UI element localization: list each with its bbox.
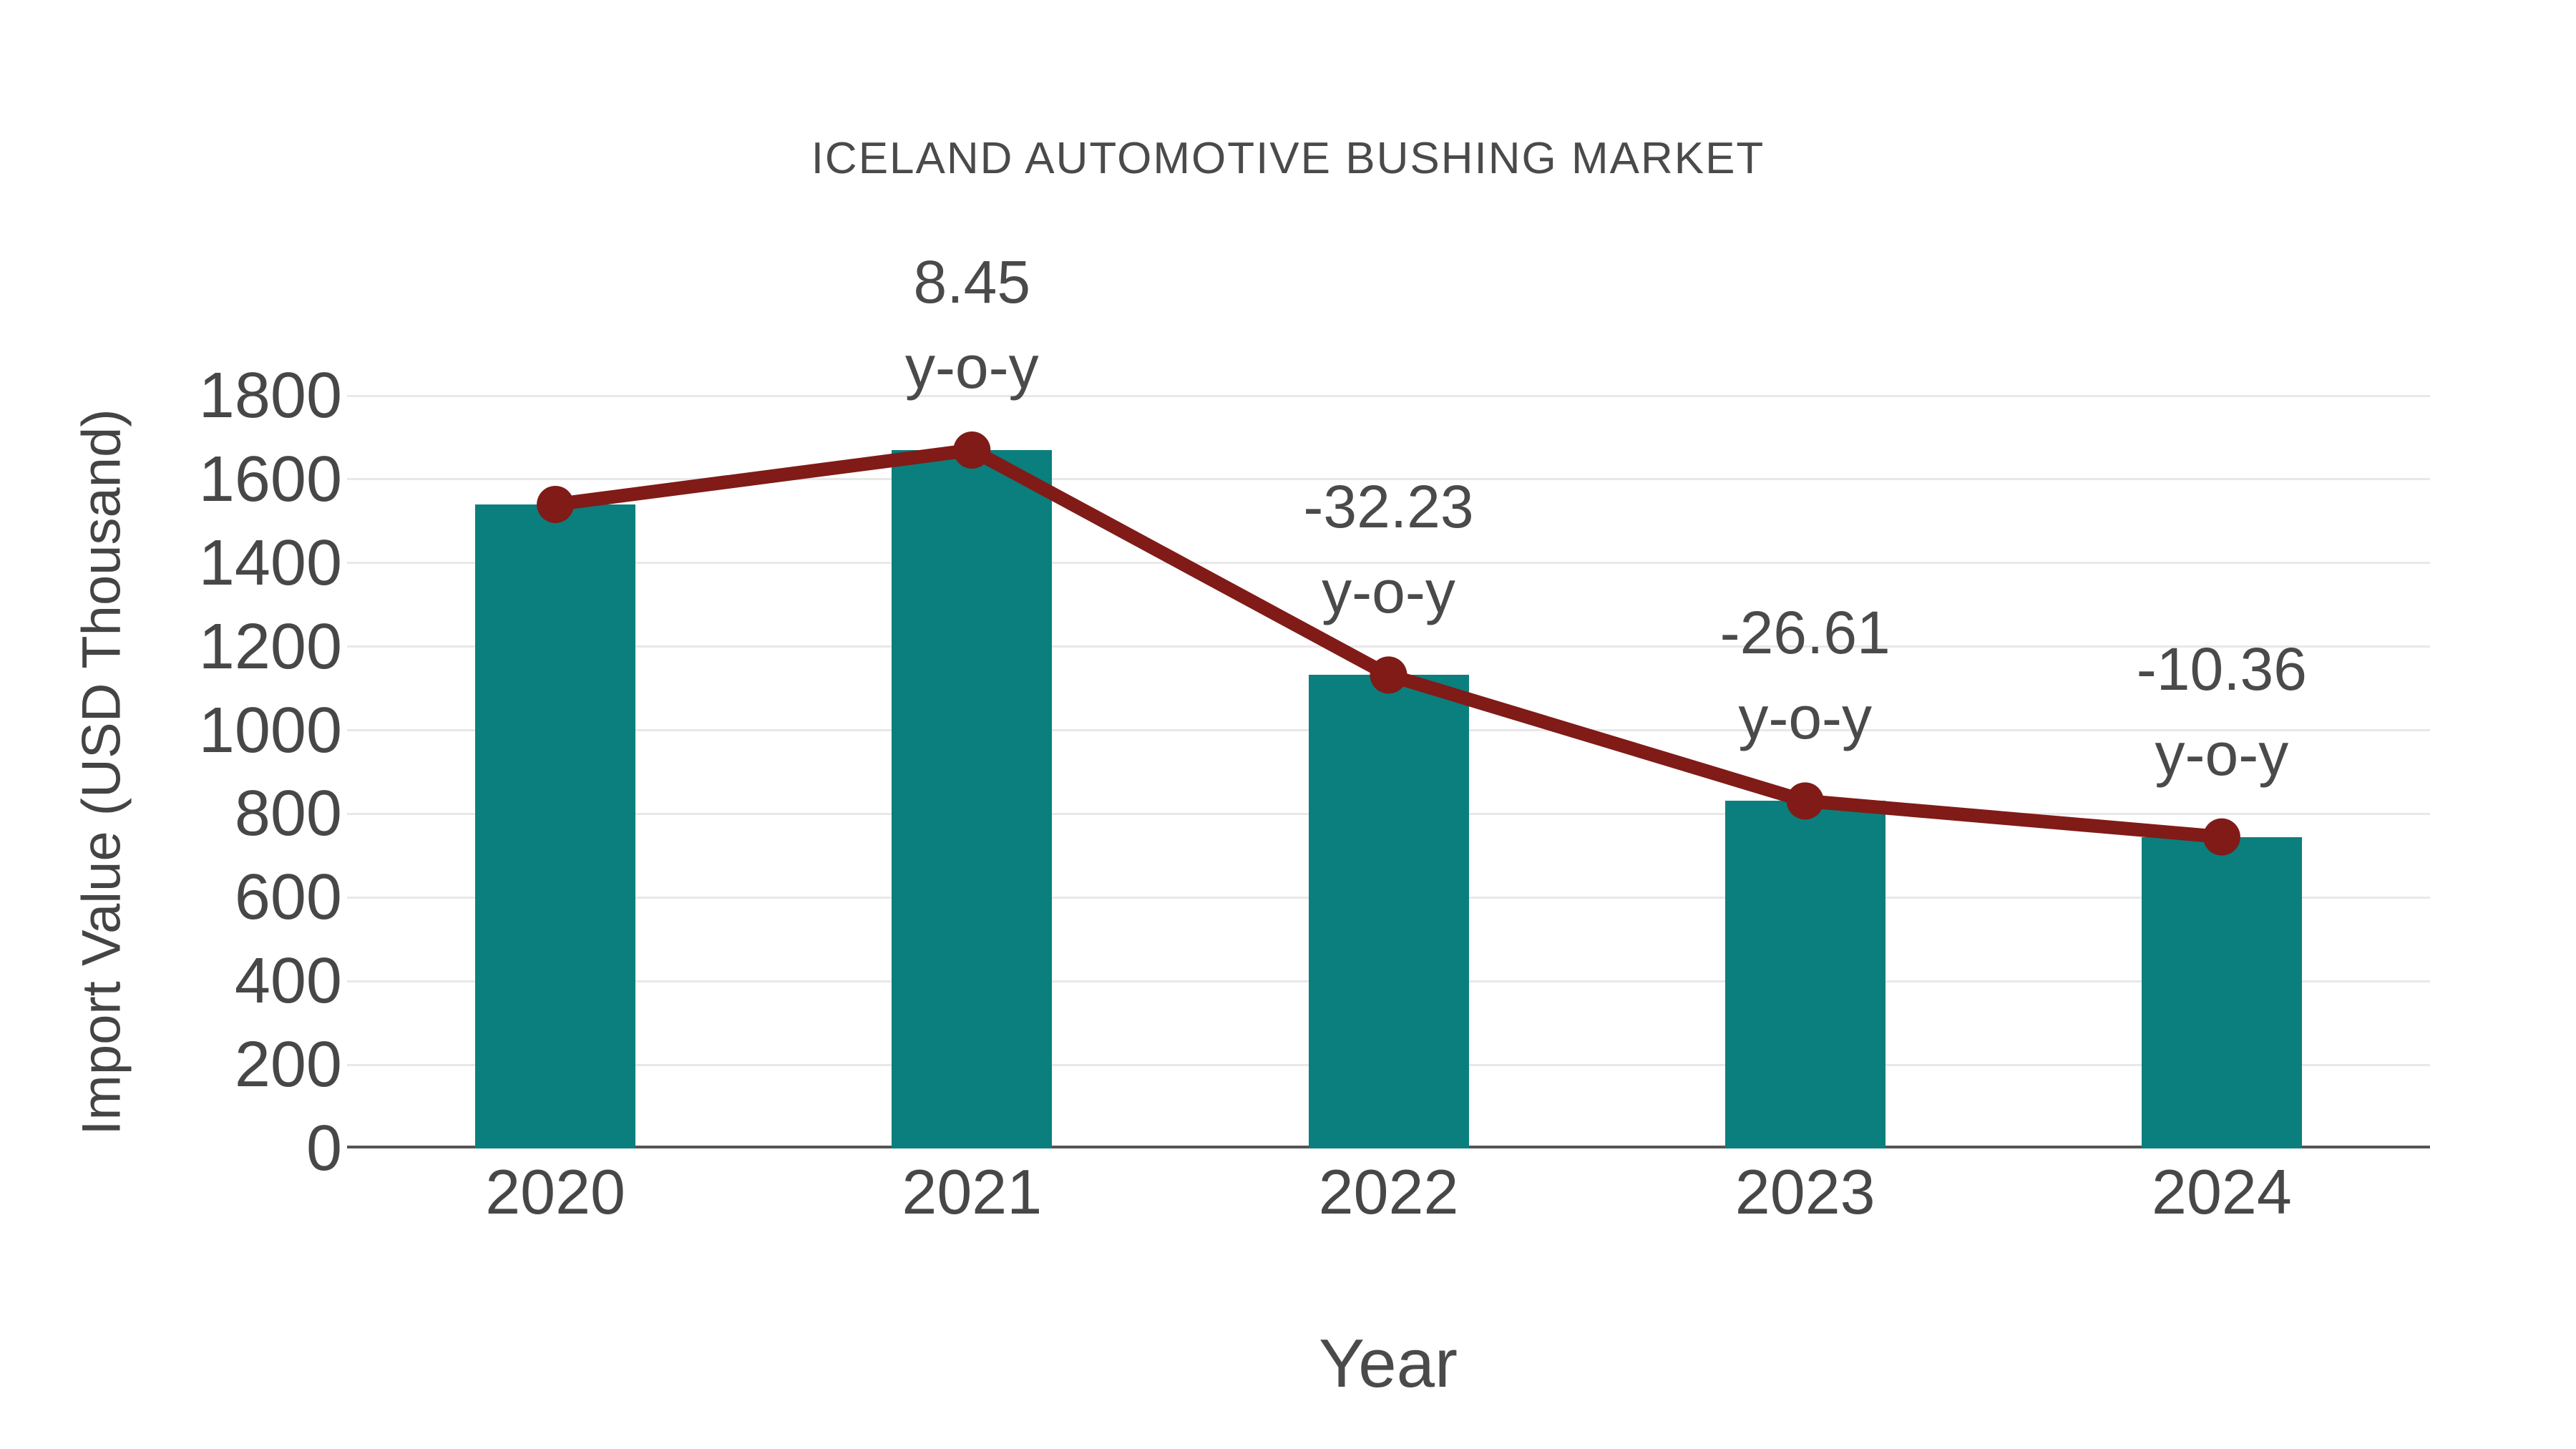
annotation-value-2023: -26.61 <box>1719 599 1890 667</box>
gridline-1400 <box>347 562 2430 565</box>
yoy-trend-line-layer <box>537 431 2240 856</box>
annotation-value-2022: -32.23 <box>1303 473 1474 541</box>
x-tick-label-2020: 2020 <box>485 1156 625 1227</box>
annotation-suffix-2022: y-o-y <box>1322 558 1455 626</box>
bar-2020 <box>475 504 636 1148</box>
annotation-value-2021: 8.45 <box>913 248 1031 316</box>
x-tick-label-2022: 2022 <box>1318 1156 1459 1227</box>
bar-2024 <box>2141 836 2302 1148</box>
y-tick-label-200: 200 <box>234 1029 342 1101</box>
x-tick-label-2023: 2023 <box>1735 1156 1875 1227</box>
annotation-value-2024: -10.36 <box>2136 635 2307 703</box>
bar-2023 <box>1724 801 1885 1148</box>
y-axis-title: Import Value (USD Thousand) <box>71 409 132 1136</box>
y-tick-label-1400: 1400 <box>198 527 342 599</box>
chart-title: ICELAND AUTOMOTIVE BUSHING MARKET <box>811 134 1765 183</box>
gridline-1800 <box>347 394 2430 397</box>
x-tick-label-2021: 2021 <box>902 1156 1043 1227</box>
y-tick-label-1200: 1200 <box>198 610 342 683</box>
bar-2022 <box>1308 675 1469 1148</box>
plot-area <box>347 394 2430 1148</box>
data-point-marker-2020 <box>537 485 575 523</box>
y-tick-label-1000: 1000 <box>198 694 342 766</box>
x-axis-title: Year <box>1319 1325 1458 1402</box>
y-tick-label-0: 0 <box>306 1113 342 1184</box>
data-point-marker-2022 <box>1370 656 1407 694</box>
annotation-suffix-2024: y-o-y <box>2155 720 2289 788</box>
gridline-1600 <box>347 478 2430 481</box>
data-point-marker-2023 <box>1786 782 1824 820</box>
y-tick-label-1600: 1600 <box>198 443 342 515</box>
y-tick-label-600: 600 <box>234 862 342 934</box>
annotation-suffix-2023: y-o-y <box>1738 684 1873 752</box>
y-tick-label-800: 800 <box>234 778 342 850</box>
bar-2021 <box>892 449 1053 1148</box>
annotation-suffix-2021: y-o-y <box>904 333 1039 401</box>
y-tick-label-400: 400 <box>234 945 342 1018</box>
y-tick-label-1800: 1800 <box>198 360 342 431</box>
data-point-marker-2024 <box>2202 818 2240 856</box>
x-tick-label-2024: 2024 <box>2152 1156 2292 1227</box>
gridline-1200 <box>347 645 2430 648</box>
data-point-marker-2021 <box>953 431 991 469</box>
